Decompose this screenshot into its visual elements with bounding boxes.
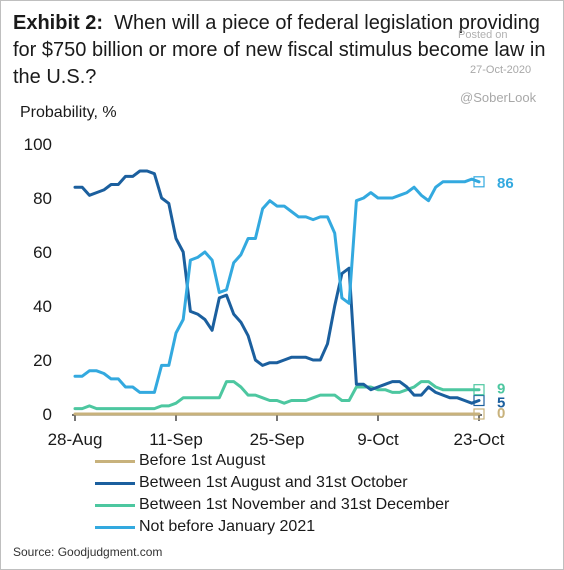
legend-label: Before 1st August bbox=[139, 452, 266, 469]
x-tick-label: 23-Oct bbox=[453, 430, 504, 449]
legend-swatch bbox=[95, 460, 135, 463]
legend-item: Between 1st November and 31st December bbox=[95, 494, 449, 516]
legend-label: Not before January 2021 bbox=[139, 518, 316, 535]
y-axis-label: Probability, % bbox=[20, 104, 117, 121]
x-tick-label: 11-Sep bbox=[149, 430, 203, 449]
x-tick-label: 25-Sep bbox=[250, 430, 305, 449]
end-label: 5 bbox=[497, 395, 505, 412]
exhibit-label: Exhibit 2: bbox=[13, 12, 104, 34]
end-label: 0 bbox=[497, 405, 505, 422]
series-line-aug_oct bbox=[73, 169, 481, 405]
y-tick-label: 40 bbox=[33, 297, 52, 316]
watermark-posted: Posted on bbox=[458, 29, 508, 41]
legend-label: Between 1st August and 31st October bbox=[139, 474, 408, 491]
watermark-handle: @SoberLook bbox=[460, 90, 537, 105]
watermark-date: 27-Oct-2020 bbox=[470, 64, 532, 76]
legend-item: Between 1st August and 31st October bbox=[95, 472, 449, 494]
title-text: When will a piece of federal legislation… bbox=[13, 12, 546, 88]
y-tick-label: 0 bbox=[43, 405, 52, 424]
legend: Before 1st August Between 1st August and … bbox=[95, 450, 449, 538]
x-tick-label: 9-Oct bbox=[357, 430, 399, 449]
end-label: 9 bbox=[497, 381, 505, 398]
y-tick-label: 80 bbox=[33, 189, 52, 208]
series-line-after_jan bbox=[73, 177, 481, 394]
end-marker bbox=[473, 408, 485, 420]
series-line-nov_dec bbox=[73, 380, 481, 411]
legend-item: Before 1st August bbox=[95, 450, 449, 472]
legend-swatch bbox=[95, 482, 135, 485]
y-tick-label: 20 bbox=[33, 351, 52, 370]
end-marker bbox=[473, 384, 485, 396]
y-tick-label: 60 bbox=[33, 243, 52, 262]
end-marker bbox=[473, 176, 485, 188]
legend-item: Not before January 2021 bbox=[95, 516, 449, 538]
source-note: Source: Goodjudgment.com bbox=[13, 545, 163, 559]
legend-swatch bbox=[95, 504, 135, 507]
end-label: 86 bbox=[497, 175, 514, 192]
legend-label: Between 1st November and 31st December bbox=[139, 496, 450, 513]
chart-title: Exhibit 2: When will a piece of federal … bbox=[13, 10, 553, 91]
y-tick-label: 100 bbox=[24, 135, 52, 154]
end-marker bbox=[473, 394, 485, 407]
legend-swatch bbox=[95, 526, 135, 529]
x-tick-label: 28-Aug bbox=[48, 430, 103, 449]
